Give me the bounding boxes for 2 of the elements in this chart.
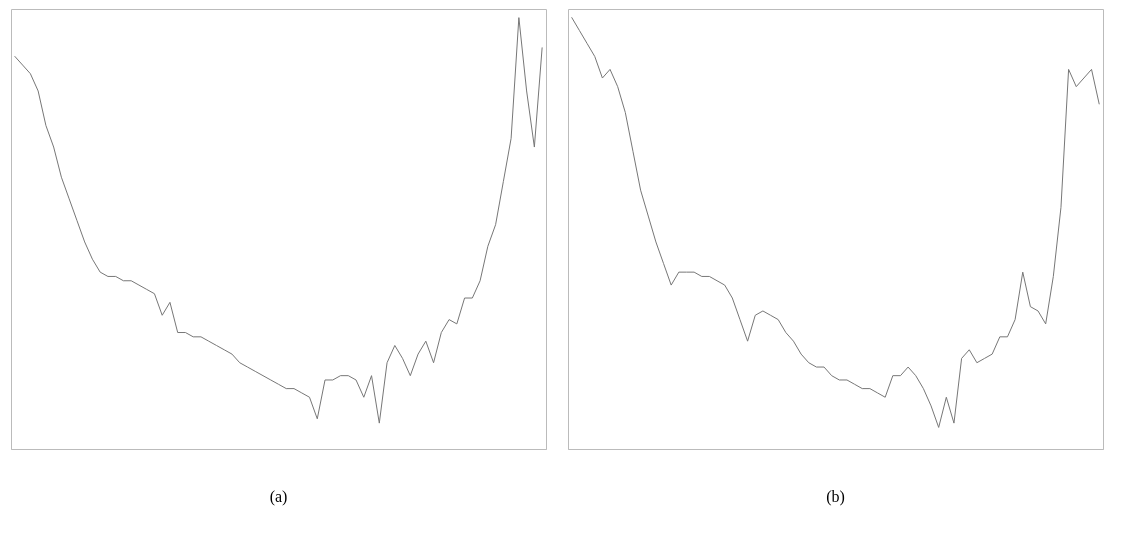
text: (a) (269, 488, 288, 506)
text: (b) (826, 488, 845, 506)
